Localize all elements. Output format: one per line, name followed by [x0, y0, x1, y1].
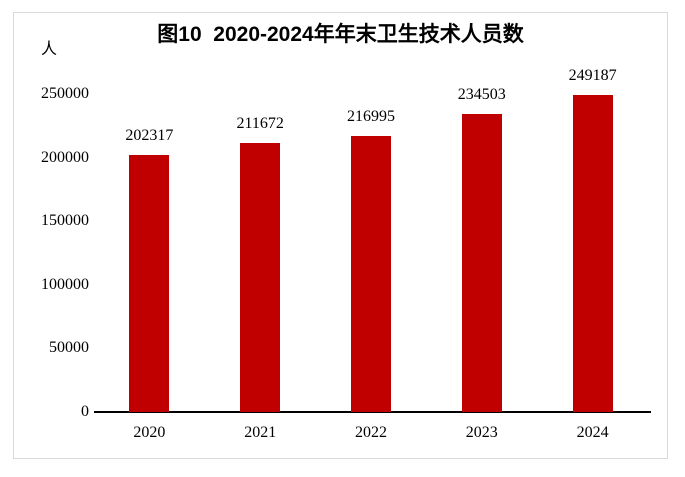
y-tick-label: 0	[81, 403, 89, 420]
x-axis-label: 2022	[355, 424, 387, 441]
plot-area: 0 50000 100000 150000 200000 250000 202317 202…	[14, 13, 667, 458]
y-tick-label: 50000	[49, 339, 89, 357]
bar-value-label: 211672	[236, 114, 284, 132]
y-axis-unit-label: 人	[41, 41, 58, 58]
chart-frame: 图10 2020-2024年年末卫生技术人员数 人 0 50000 100000 15…	[13, 12, 668, 459]
bar-value-label: 234503	[457, 85, 506, 103]
bar-2024	[572, 95, 613, 412]
bar-2020	[129, 154, 170, 412]
x-axis-line	[94, 411, 651, 413]
y-tick-label: 250000	[41, 85, 89, 102]
x-axis-label: 2021	[244, 424, 277, 441]
x-axis-label: 2020	[133, 424, 166, 441]
bar-2021	[240, 142, 281, 412]
y-tick-label: 150000	[41, 212, 89, 230]
y-tick-label: 100000	[41, 275, 89, 293]
y-tick-label: 200000	[41, 148, 89, 166]
bar-2023	[461, 113, 502, 412]
chart-title: 图10 2020-2024年年末卫生技术人员数	[157, 23, 524, 46]
bar-value-label: 216995	[347, 107, 395, 125]
bar-2022	[351, 135, 391, 412]
x-axis-label: 2024	[576, 424, 609, 441]
x-axis-label: 2023	[465, 424, 498, 441]
bar-value-label: 249187	[568, 67, 617, 85]
bar-value-label: 202317	[125, 126, 174, 144]
